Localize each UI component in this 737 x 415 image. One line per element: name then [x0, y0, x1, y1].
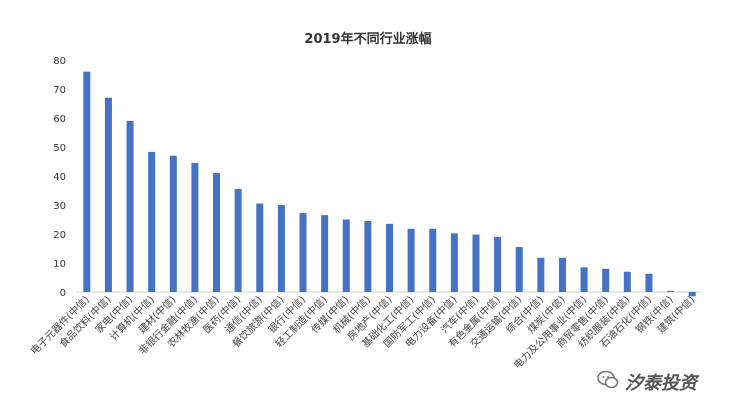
bar — [623, 271, 631, 292]
bar — [602, 268, 610, 292]
bar — [645, 273, 653, 292]
bar — [515, 247, 523, 292]
bar — [83, 71, 91, 292]
bar — [299, 213, 307, 292]
bar — [191, 162, 199, 292]
bar — [580, 267, 588, 292]
bar — [234, 189, 242, 292]
bar — [667, 290, 675, 292]
bar — [537, 257, 545, 292]
watermark: 汐泰投资 — [597, 369, 697, 395]
wechat-icon — [597, 370, 619, 394]
bar — [213, 173, 221, 292]
bar — [148, 151, 156, 292]
y-tick-label: 70 — [53, 85, 66, 96]
y-tick-label: 50 — [53, 143, 66, 154]
bar — [688, 292, 696, 297]
bar — [364, 220, 372, 292]
bar — [407, 228, 415, 292]
y-tick-label: 30 — [53, 201, 66, 212]
y-tick-label: 80 — [53, 56, 66, 67]
bar — [342, 219, 350, 292]
bar — [256, 203, 264, 292]
bar — [321, 215, 329, 292]
y-tick-label: 40 — [53, 172, 66, 183]
bar — [450, 233, 458, 292]
y-tick-label: 20 — [53, 230, 66, 241]
bar — [126, 120, 134, 293]
bar — [558, 257, 566, 292]
y-tick-label: 0 — [60, 288, 66, 299]
y-axis: 0 10 20 30 40 50 60 70 80 — [53, 56, 66, 299]
bar — [429, 228, 437, 292]
bar — [472, 234, 480, 292]
x-axis-labels: 电子元器件(中信)食品饮料(中信)家电(中信)计算机(中信)建材(中信)非银行金… — [28, 293, 698, 371]
chart-title: 2019年不同行业涨幅 — [304, 31, 431, 47]
y-tick-label: 60 — [53, 114, 66, 125]
bar — [169, 155, 177, 292]
bar — [386, 223, 393, 292]
bar — [277, 205, 285, 292]
bars — [83, 71, 696, 297]
y-tick-label: 10 — [53, 259, 66, 270]
bar — [494, 236, 502, 292]
bar — [104, 97, 112, 292]
watermark-text: 汐泰投资 — [625, 373, 697, 394]
